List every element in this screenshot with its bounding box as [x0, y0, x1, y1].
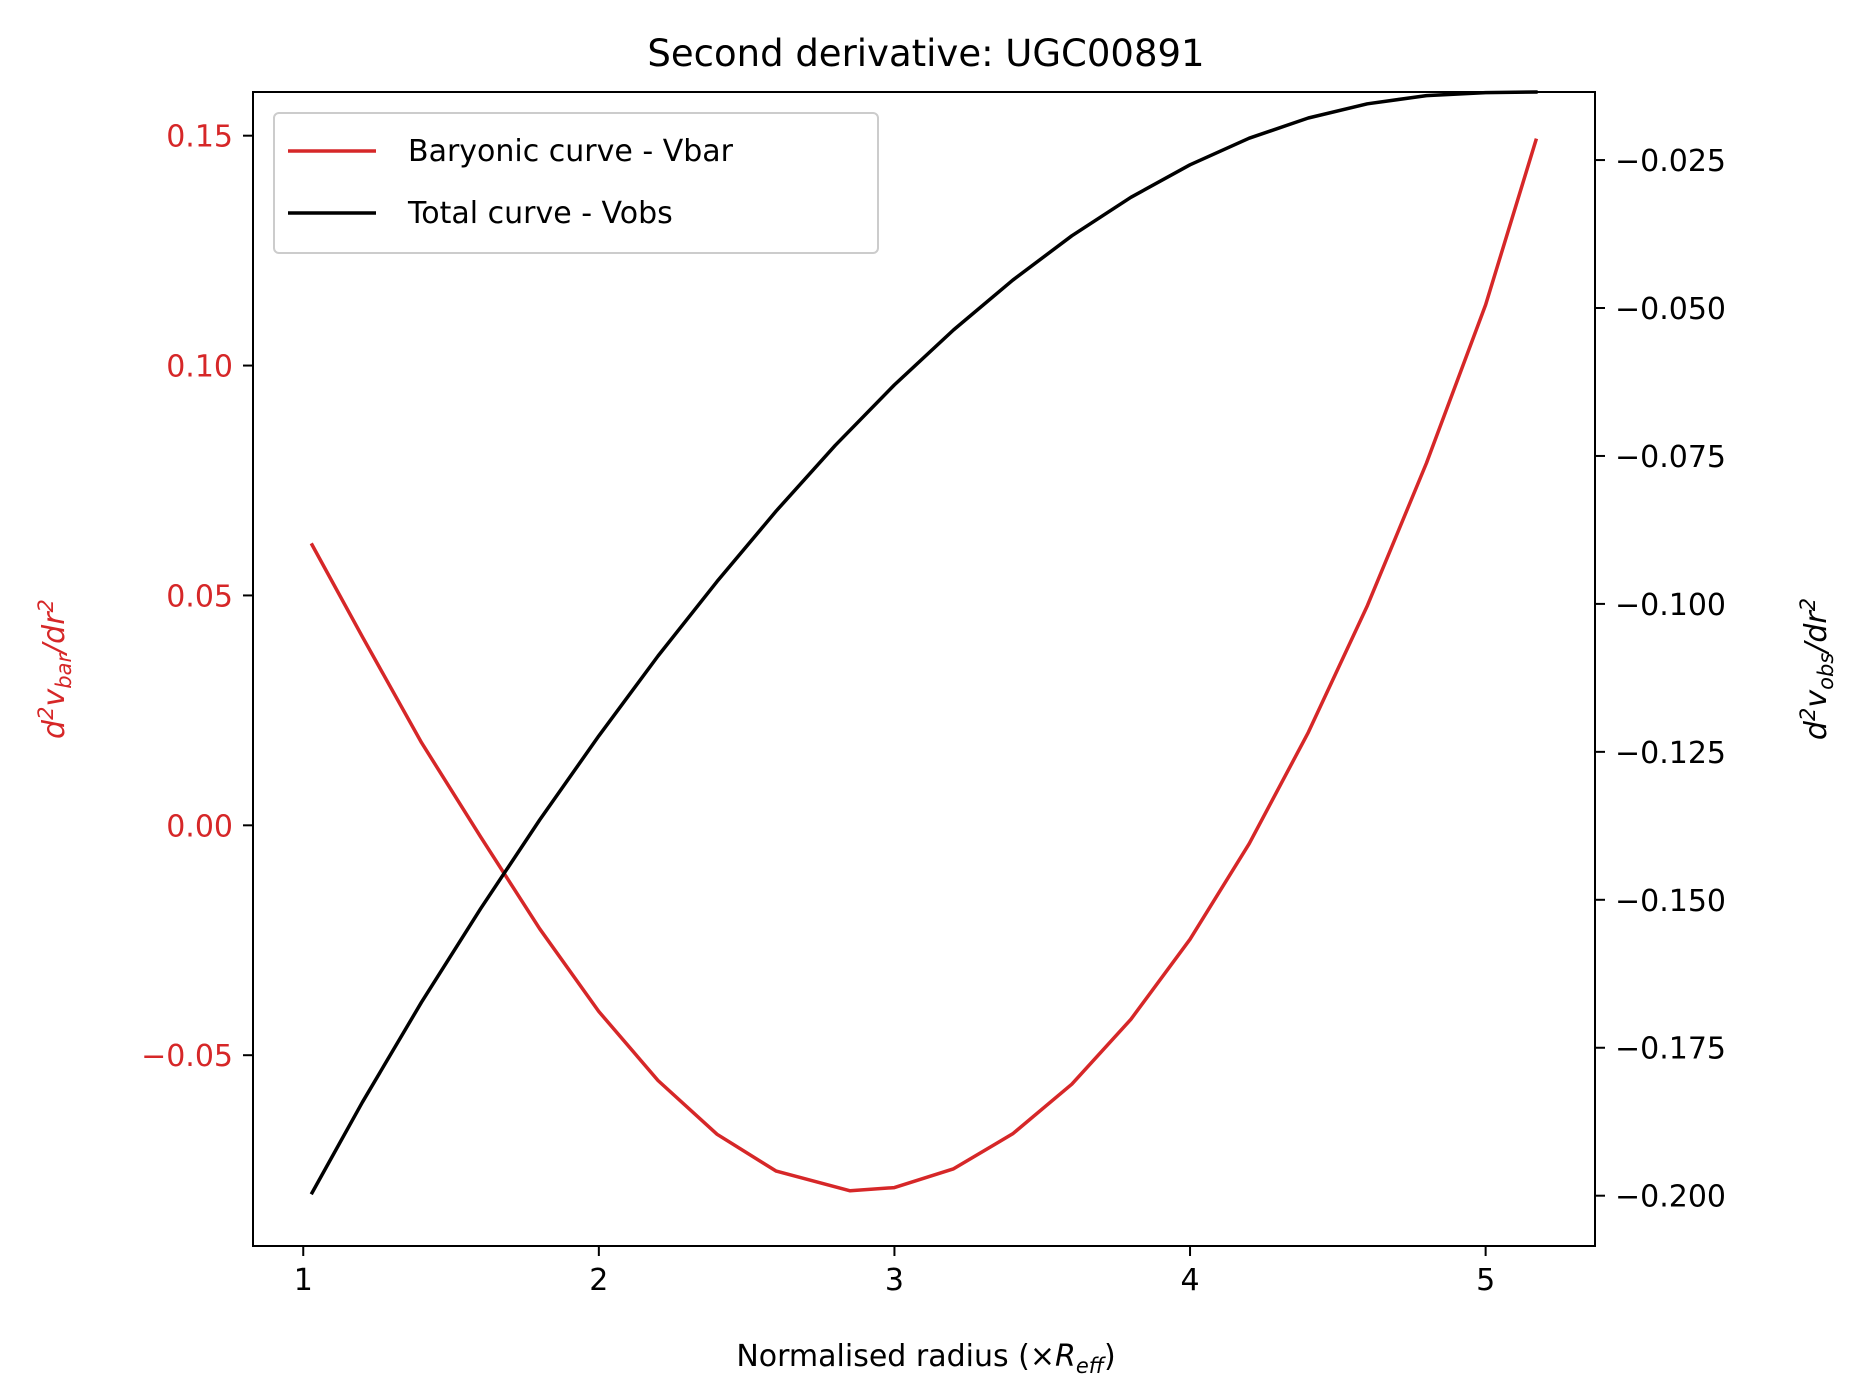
x-tick-label: 1 — [294, 1263, 313, 1298]
x-axis: 1 2 3 4 5 — [294, 1246, 1495, 1298]
y-right-tick-label: −0.200 — [1615, 1180, 1726, 1215]
y-right-tick-label: −0.175 — [1615, 1032, 1726, 1067]
y-axis-left-title: d2vbar/dr2 — [34, 599, 76, 739]
y-right-tick-label: −0.125 — [1615, 736, 1726, 771]
legend-label-vobs: Total curve - Vobs — [407, 196, 673, 231]
y-right-tick-label: −0.075 — [1615, 440, 1726, 475]
plot-frame — [252, 91, 1596, 1247]
x-tick-label: 4 — [1180, 1263, 1199, 1298]
legend: Baryonic curve - Vbar Total curve - Vobs — [273, 112, 879, 254]
y-left-tick-label: 0.15 — [166, 120, 233, 155]
y-axis-right-title: d2vobs/dr2 — [1796, 598, 1838, 740]
y-left-tick-label: −0.05 — [141, 1039, 233, 1074]
y-left-tick-label: 0.00 — [166, 809, 233, 844]
y-axis-left: −0.05 0.00 0.05 0.10 0.15 — [141, 120, 253, 1074]
y-left-tick-label: 0.05 — [166, 579, 233, 614]
y-left-tick-label: 0.10 — [166, 350, 233, 385]
y-right-tick-label: −0.050 — [1615, 292, 1726, 327]
chart-title: Second derivative: UGC00891 — [647, 32, 1204, 75]
legend-box — [273, 112, 879, 254]
y-right-tick-label: −0.025 — [1615, 144, 1726, 179]
series-line-vobs — [309, 90, 1538, 1196]
series-layer — [309, 90, 1539, 1196]
x-tick-label: 5 — [1476, 1263, 1495, 1298]
x-tick-label: 3 — [885, 1263, 904, 1298]
legend-label-vbar: Baryonic curve - Vbar — [408, 134, 734, 169]
y-right-tick-label: −0.100 — [1615, 588, 1726, 623]
series-line-vbar — [309, 138, 1539, 1193]
x-axis-title: Normalised radius (×Reff) — [736, 1339, 1115, 1378]
y-right-tick-label: −0.150 — [1615, 884, 1726, 919]
x-tick-label: 2 — [589, 1263, 608, 1298]
y-axis-right: −0.200 −0.175 −0.150 −0.125 −0.100 −0.075 −0.0… — [1595, 144, 1726, 1215]
